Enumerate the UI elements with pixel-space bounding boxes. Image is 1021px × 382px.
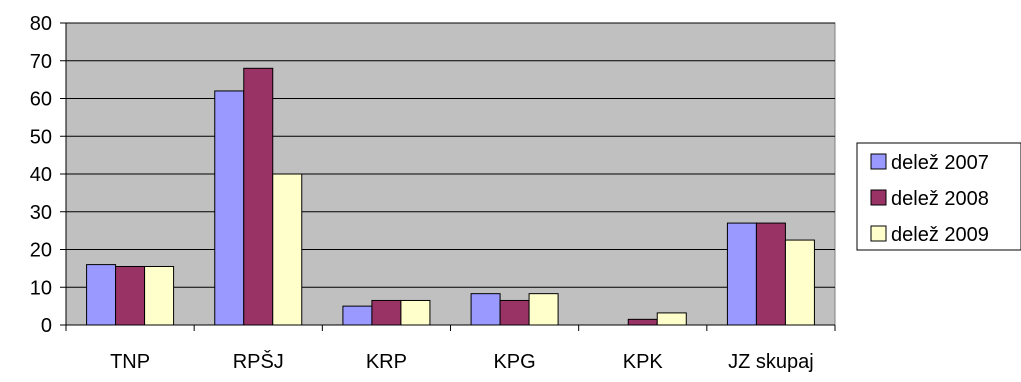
legend-swatch: [870, 153, 887, 170]
bar: [371, 299, 402, 326]
x-tick-label: KRP: [366, 351, 407, 373]
x-tick-label: RPŠJ: [233, 350, 284, 373]
bar: [470, 293, 501, 326]
x-tick-label: TNP: [110, 351, 150, 373]
y-tick-label: 20: [30, 240, 52, 262]
legend-swatch: [870, 189, 887, 206]
legend: delež 2007 delež 2008 delež 2009: [856, 142, 1021, 251]
bar: [400, 299, 431, 326]
y-tick-label: 60: [30, 89, 52, 111]
bar: [243, 67, 274, 326]
bar: [214, 90, 245, 326]
y-tick-label: 30: [30, 202, 52, 224]
legend-label: delež 2007: [891, 152, 989, 174]
legend-swatch: [870, 225, 887, 242]
bar: [528, 293, 559, 326]
x-axis: TNP RPŠJ KRP KPG KPK JZ skupaj: [65, 324, 836, 373]
bar: [656, 312, 687, 326]
bar: [86, 264, 117, 326]
legend-label: delež 2008: [891, 188, 989, 210]
bar: [627, 318, 658, 326]
y-tick-label: 50: [30, 126, 52, 148]
bar: [755, 222, 786, 326]
y-tick-label: 40: [30, 164, 52, 186]
y-tick-label: 70: [30, 51, 52, 73]
bar: [342, 305, 373, 326]
bar: [272, 173, 303, 326]
x-tick-label: JZ skupaj: [728, 351, 814, 373]
bars-group: [86, 67, 815, 326]
bar: [726, 222, 757, 326]
y-tick-label: 10: [30, 277, 52, 299]
bar: [499, 299, 530, 326]
y-tick-label: 0: [41, 315, 52, 337]
y-axis: 0 10 20 30 40 50 60 70 80: [30, 13, 67, 337]
bar: [784, 239, 815, 326]
x-tick-label: KPK: [623, 351, 664, 373]
legend-label: delež 2009: [891, 224, 989, 246]
bar: [144, 265, 175, 326]
grid-lines: [66, 22, 835, 288]
y-tick-label: 80: [30, 13, 52, 35]
bar: [115, 265, 146, 326]
x-tick-label: KPG: [493, 351, 535, 373]
